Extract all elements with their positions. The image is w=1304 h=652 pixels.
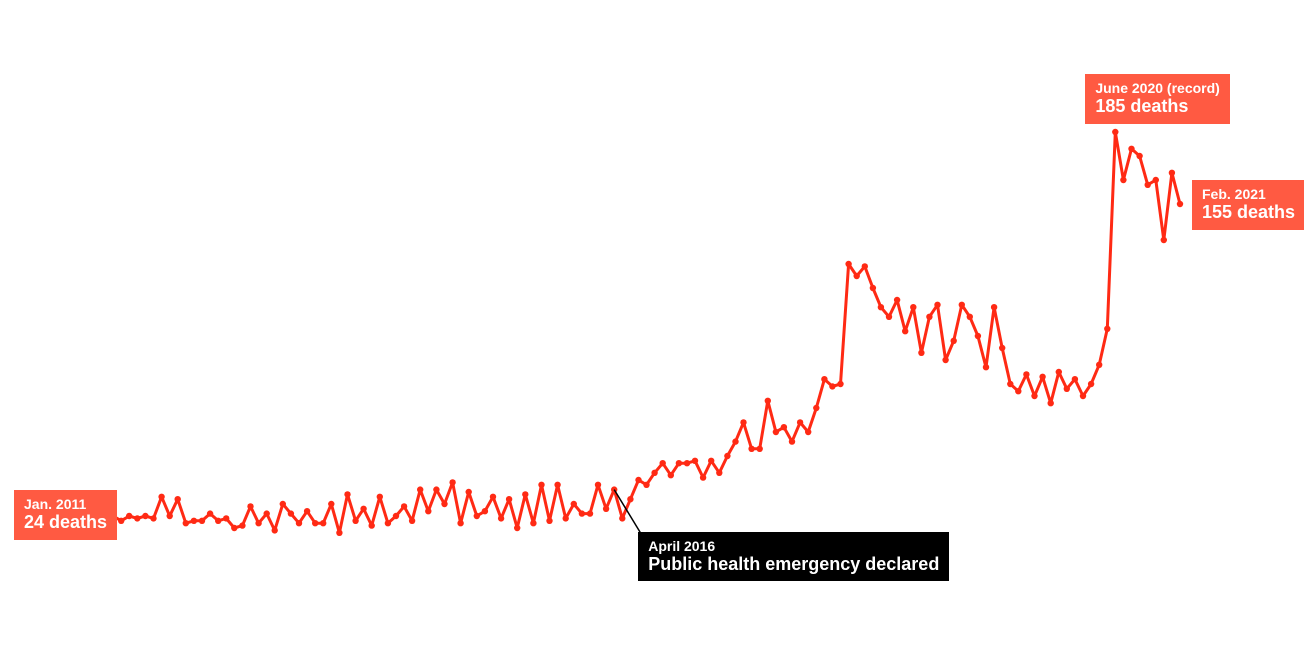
series-markers: [102, 129, 1183, 536]
callout-end: Feb. 2021 155 deaths: [1192, 180, 1304, 230]
callout-emergency-main: Public health emergency declared: [648, 554, 939, 575]
callout-start-main: 24 deaths: [24, 512, 107, 533]
callout-emergency-sub: April 2016: [648, 538, 939, 554]
callout-record-main: 185 deaths: [1095, 96, 1220, 117]
deaths-line-chart: Jan. 2011 24 deaths June 2020 (record) 1…: [0, 0, 1304, 652]
callout-start-sub: Jan. 2011: [24, 496, 107, 512]
callout-start: Jan. 2011 24 deaths: [14, 490, 117, 540]
callout-end-sub: Feb. 2021: [1202, 186, 1295, 202]
callout-emergency: April 2016 Public health emergency decla…: [638, 532, 949, 582]
callout-record: June 2020 (record) 185 deaths: [1085, 74, 1230, 124]
callout-end-main: 155 deaths: [1202, 202, 1295, 223]
callout-record-sub: June 2020 (record): [1095, 80, 1220, 96]
emergency-leader-line: [614, 490, 642, 536]
series-line: [105, 132, 1180, 533]
